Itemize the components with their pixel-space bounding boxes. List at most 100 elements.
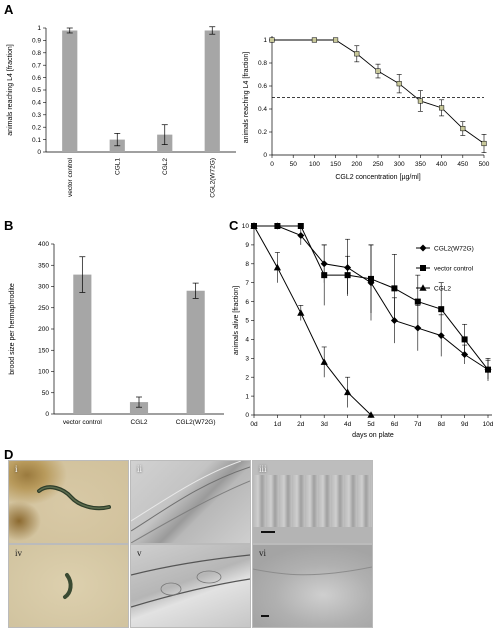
y-tick-label: 1 [263, 37, 267, 44]
data-point [333, 37, 339, 43]
y-tick-label: 1 [37, 25, 41, 32]
data-point [439, 105, 445, 111]
chart-a-dose-response: 0 0.2 0.4 0.6 0.8 1 0 50 100 150 200 250 300 350 400 45… [243, 36, 490, 181]
data-point [367, 411, 375, 418]
panel-letter-a: A [4, 2, 14, 17]
x-tick-label: 500 [479, 161, 490, 168]
data-point [274, 223, 281, 229]
x-tick-label: 5d [367, 421, 375, 428]
y-tick-label: 200 [38, 326, 49, 333]
chart-b-brood-size: 0 50 100 150 200 250 300 350 400 vector control CG… [9, 241, 224, 426]
x-tick-label: 9d [461, 421, 469, 428]
y-tick-label: 1 [245, 393, 249, 400]
worm-small-shape [63, 573, 73, 599]
y-axis-label: animals alive [fraction] [233, 286, 240, 355]
panel-letter-c: C [229, 218, 239, 233]
bar [73, 274, 92, 414]
y-tick-label: 0.3 [32, 112, 41, 119]
micrograph-i: i [8, 460, 129, 544]
x-tick-label: 400 [436, 161, 447, 168]
data-point [368, 275, 374, 282]
data-point [273, 263, 281, 271]
legend-label: CGL2 [434, 286, 451, 293]
micrograph-iii: iii [252, 460, 373, 544]
data-point [417, 98, 423, 104]
series-line [272, 39, 485, 144]
x-tick-label: 200 [351, 161, 362, 168]
chart-a-bar: 0 0.1 0.2 0.3 0.4 0.5 0.6 0.7 0.8 0.9 1 vector cont… [7, 25, 236, 198]
y-tick-label: 7 [245, 280, 249, 287]
series-line [253, 225, 372, 416]
y-tick-label: 0.4 [32, 100, 41, 107]
data-point [391, 285, 398, 292]
y-tick-label: 10 [242, 223, 250, 230]
bar [186, 290, 205, 414]
worm-shape [37, 485, 111, 511]
x-tick-label: 2d [297, 421, 305, 428]
x-axis-label: CGL2 concentration [µg/ml] [335, 174, 420, 181]
bar [129, 402, 149, 414]
x-tick-label: 3d [321, 421, 329, 428]
intestine-texture [253, 461, 372, 543]
y-tick-label: 250 [38, 305, 49, 312]
y-tick-label: 150 [38, 347, 49, 354]
data-point [269, 37, 275, 43]
y-tick-label: 0 [245, 412, 249, 419]
y-tick-label: 0.5 [32, 87, 41, 94]
x-tick-label: 450 [457, 161, 468, 168]
data-point [461, 336, 468, 343]
y-tick-label: 0 [37, 149, 41, 156]
x-tick-label: 0 [270, 161, 274, 168]
micrograph-vi: vi [252, 544, 373, 628]
data-point [354, 51, 360, 57]
data-point [297, 309, 305, 316]
data-point [297, 223, 304, 229]
panel-letter-b: B [4, 218, 14, 233]
data-point [344, 388, 352, 396]
x-tick-label: CGL2 [131, 419, 148, 426]
data-point [320, 358, 328, 365]
y-axis-label: animals reaching L4 [fraction] [7, 44, 14, 135]
x-tick-label: 50 [290, 161, 298, 168]
x-tick-label: 100 [309, 161, 320, 168]
y-tick-label: 0.1 [32, 137, 41, 144]
data-point [321, 272, 328, 279]
tissue-texture [253, 566, 372, 617]
micrograph-label-iii: iii [259, 464, 267, 474]
micrograph-iv: iv [8, 544, 129, 628]
micrograph-label-iv: iv [15, 548, 23, 558]
x-tick-label: 7d [414, 421, 422, 428]
x-tick-label: 250 [373, 161, 384, 168]
data-point [460, 126, 466, 132]
x-tick-label: 10d [483, 421, 494, 428]
legend-marker [420, 265, 426, 271]
x-tick-label: 4d [344, 421, 352, 428]
x-tick-label: CGL2(W72G) [209, 158, 216, 198]
micrograph-ii: ii [130, 460, 251, 544]
x-tick-label: CGL2 [162, 158, 169, 175]
data-point [396, 81, 402, 87]
x-axis-label: days on plate [352, 432, 394, 439]
micrograph-label-i: i [15, 464, 18, 474]
data-point [311, 37, 317, 43]
micrograph-label-vi: vi [259, 548, 267, 558]
data-point [297, 231, 305, 239]
y-tick-label: 0.2 [32, 124, 41, 131]
data-point [344, 272, 351, 279]
data-point [481, 140, 487, 147]
micrograph-label-v: v [137, 548, 142, 558]
legend-marker [419, 284, 427, 291]
y-tick-label: 9 [245, 242, 249, 249]
micrograph-v: v [130, 544, 251, 628]
data-point [375, 68, 381, 74]
micrograph-label-ii: ii [137, 464, 143, 474]
x-tick-label: 350 [415, 161, 426, 168]
data-point [461, 351, 469, 359]
y-tick-label: 6 [245, 299, 249, 306]
y-tick-label: 4 [245, 337, 249, 344]
y-tick-label: 5 [245, 318, 249, 325]
data-point [250, 222, 258, 229]
worm-body-edge-v [131, 554, 250, 608]
data-point [414, 298, 421, 305]
y-axis-label: brood size per hermaphrodite [9, 283, 16, 375]
